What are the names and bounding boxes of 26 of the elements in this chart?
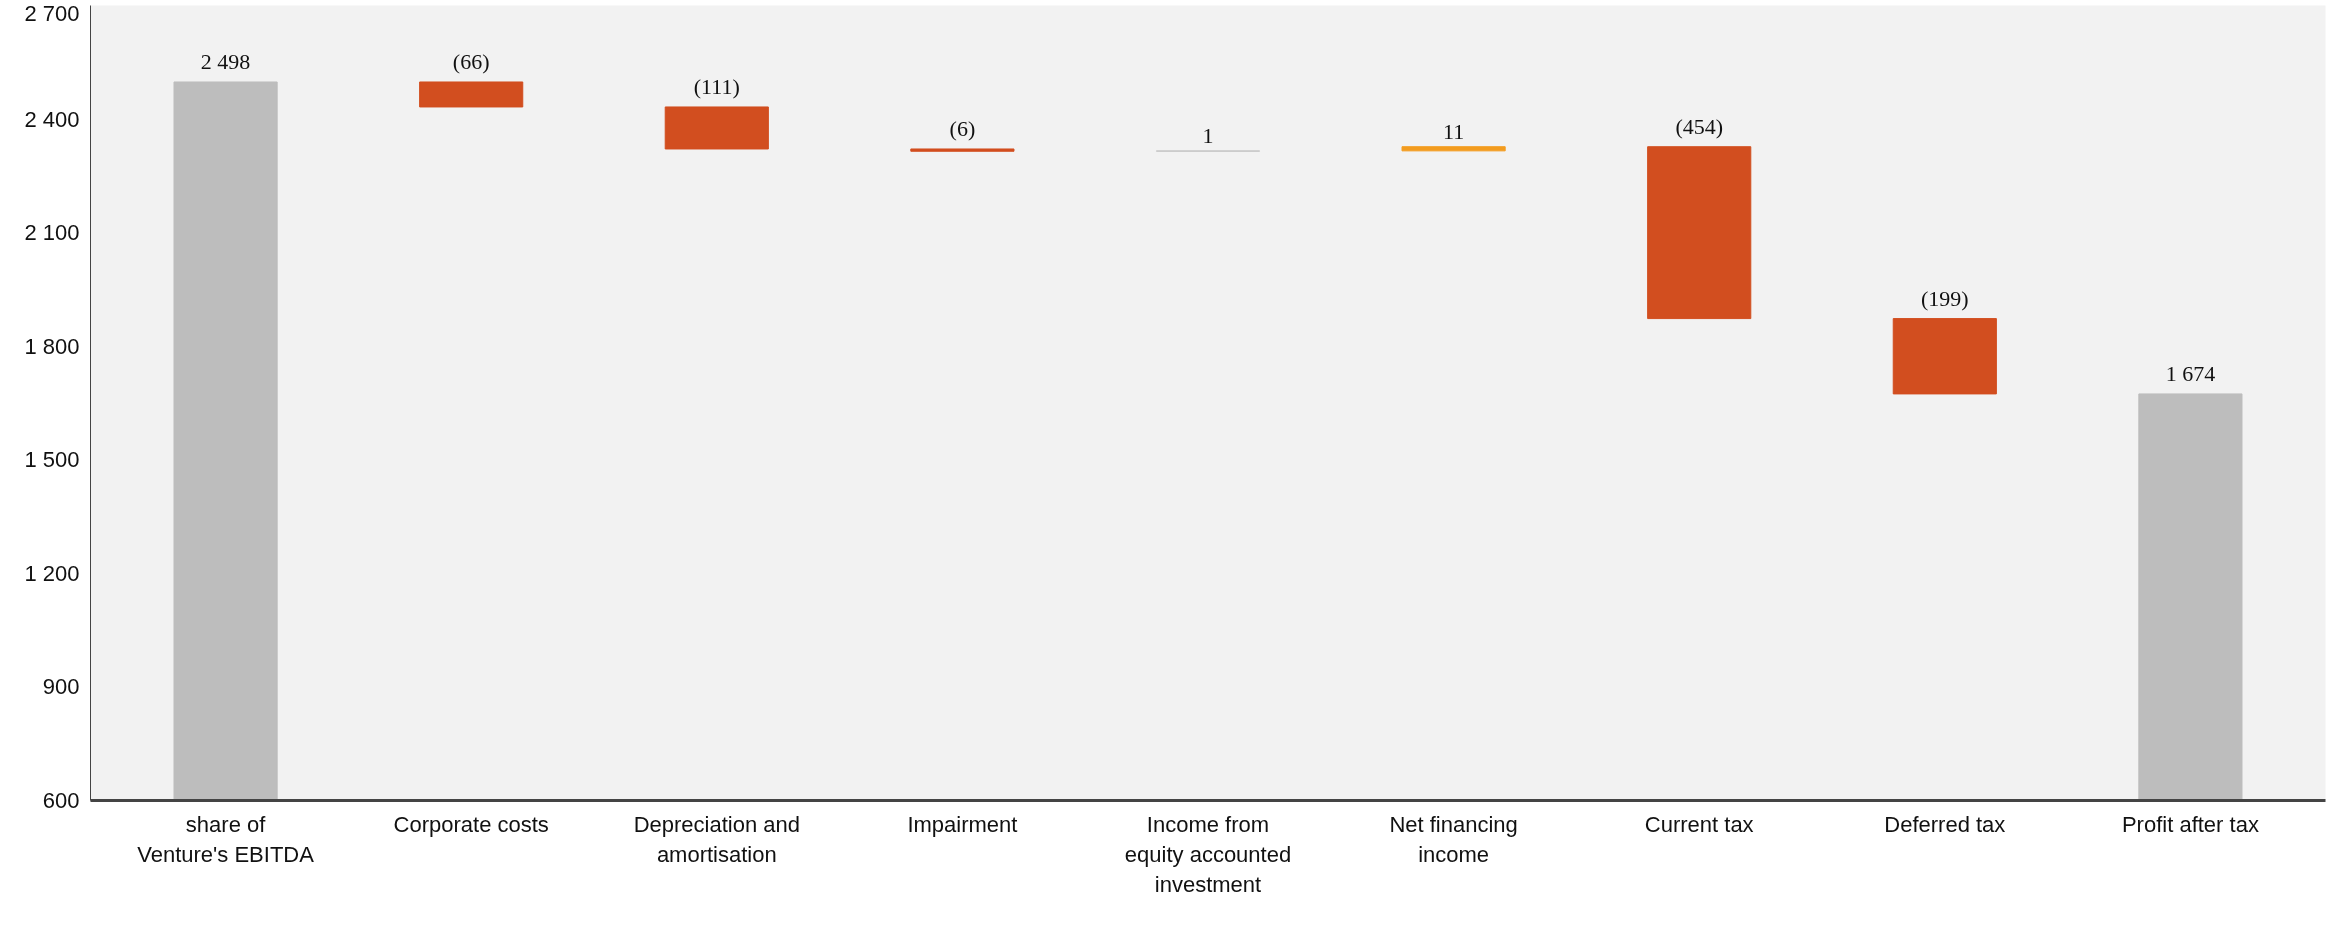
data-label: 1 674 [2165, 360, 2216, 386]
data-label: 11 [1443, 118, 1465, 144]
y-tick-label: 900 [42, 674, 80, 700]
data-label: 1 [1202, 122, 1214, 148]
x-tick-label: Income from equity accounted investment [1124, 811, 1292, 897]
data-label: (199) [1920, 285, 1969, 311]
x-tick-label: Profit after tax [2121, 811, 2259, 837]
data-label: (111) [693, 73, 740, 99]
x-tick-label: Impairment [907, 811, 1018, 837]
data-label: (454) [1675, 113, 1724, 139]
y-tick-label: 1 800 [24, 333, 80, 359]
x-tick-label: Corporate costs [393, 811, 549, 837]
x-tick-label: Current tax [1644, 811, 1754, 837]
y-tick-label: 600 [42, 788, 80, 813]
x-tick-label: Deferred tax [1884, 811, 2006, 837]
x-tick-label: Depreciation and amortisation [633, 811, 800, 867]
y-tick-label: 1 500 [24, 447, 80, 473]
data-label: (66) [452, 48, 490, 74]
x-tick-label: Net financing income [1389, 811, 1518, 867]
data-label: 2 498 [200, 48, 251, 74]
y-tick-label: 2 400 [24, 106, 80, 132]
y-tick-label: 2 700 [24, 0, 80, 26]
x-tick-label: share of Venture's EBITDA [137, 811, 315, 867]
y-tick-label: 2 100 [24, 220, 80, 246]
y-tick-label: 1 200 [24, 560, 80, 586]
data-label: (6) [949, 115, 976, 141]
